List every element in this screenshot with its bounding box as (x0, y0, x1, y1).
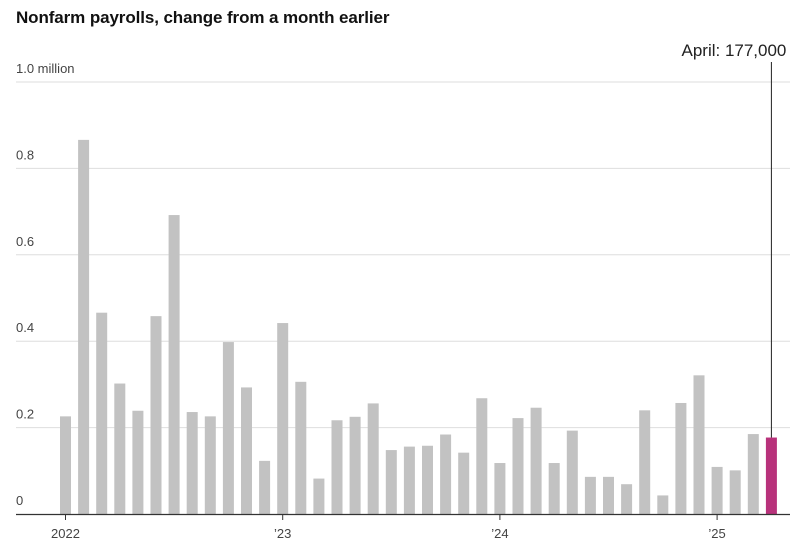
bar (530, 407, 542, 514)
chart-title: Nonfarm payrolls, change from a month ea… (16, 8, 390, 27)
bar (747, 434, 759, 514)
bar (584, 476, 596, 514)
x-axis: 2022 ’23 ’24 ’25 (16, 513, 790, 541)
bar (349, 416, 361, 514)
bar (241, 387, 252, 514)
bar (60, 416, 71, 514)
x-tick-label: ’25 (708, 526, 725, 541)
bar (403, 446, 415, 514)
x-tick-label: 2022 (51, 526, 80, 541)
bar (494, 463, 506, 514)
y-tick-label: 0.4 (16, 320, 34, 335)
y-tick-label: 0.2 (16, 407, 34, 422)
gridlines (16, 81, 790, 429)
bar (150, 316, 162, 514)
bar (422, 445, 433, 514)
bar (458, 452, 470, 514)
bar-highlight (765, 437, 777, 514)
y-tick-label: 0.6 (16, 234, 34, 249)
bar (277, 323, 289, 514)
bar (78, 139, 90, 514)
bar (566, 430, 578, 514)
bar (259, 460, 271, 514)
bar (711, 466, 723, 514)
bar (331, 420, 343, 514)
bar (440, 434, 452, 514)
bar (295, 381, 307, 514)
bar (621, 484, 633, 514)
y-tick-label: 1.0 million (16, 61, 75, 76)
bar (675, 402, 687, 514)
bars (60, 139, 777, 514)
bar (729, 470, 741, 514)
annotation-label: April: 177,000 (681, 41, 786, 60)
bar (693, 375, 705, 514)
bar (96, 312, 108, 514)
bar (385, 450, 397, 514)
bar (367, 403, 379, 514)
y-axis-ticks: 0 0.2 0.4 0.6 0.8 1.0 million (16, 61, 75, 508)
bar (168, 215, 180, 514)
bar (512, 418, 524, 514)
x-tick-label: ’23 (274, 526, 291, 541)
y-tick-label: 0 (16, 493, 23, 508)
x-tick-label: ’24 (491, 526, 508, 541)
y-tick-label: 0.8 (16, 147, 34, 162)
bar (186, 412, 198, 514)
bar (313, 478, 325, 514)
bar (639, 410, 651, 514)
bar (657, 495, 669, 514)
bar (132, 410, 144, 514)
bar (476, 398, 488, 514)
bar (222, 342, 234, 514)
bar (548, 463, 560, 514)
bar (114, 383, 126, 514)
bar (603, 476, 614, 514)
bar (204, 416, 216, 514)
annotation: April: 177,000 (681, 41, 786, 438)
